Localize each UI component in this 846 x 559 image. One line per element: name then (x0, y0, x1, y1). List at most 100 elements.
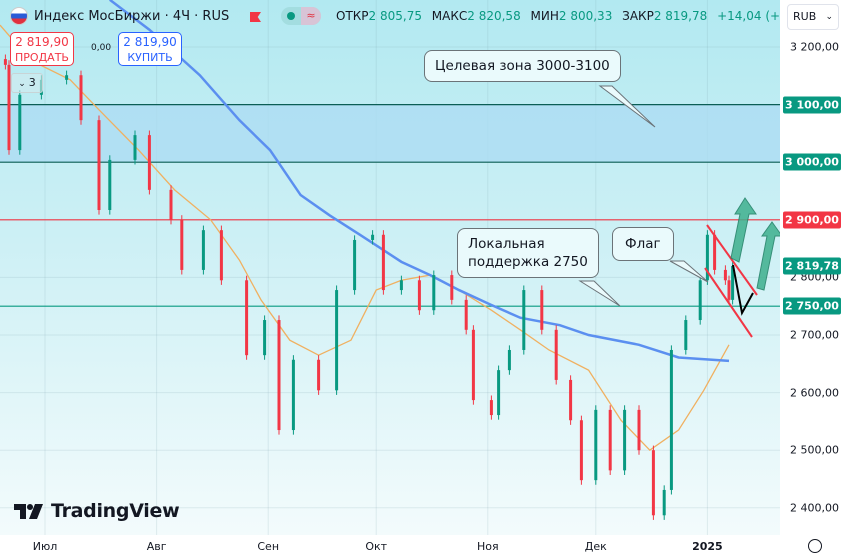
change-value: +14,04 (+0,50%) (717, 9, 780, 23)
candle-body (522, 290, 526, 350)
sell-button[interactable]: 2 819,90 ПРОДАТЬ (10, 32, 74, 66)
candle-body (263, 320, 267, 356)
candle-body (3, 59, 7, 65)
candle-body (727, 280, 731, 300)
chevron-down-icon: ⌄ (18, 79, 29, 89)
candle-body (353, 239, 357, 291)
price-tick-label: 3 200,00 (790, 40, 839, 54)
flag-channel-lower (704, 267, 753, 338)
candle-body (277, 320, 281, 431)
ohlc-values: ОТКР2 805,75 МАКС2 820,58 МИН2 800,33 ЗА… (336, 9, 780, 23)
callout-tail (669, 260, 709, 283)
low-label: МИН (530, 9, 559, 23)
tradingview-logo-icon (14, 503, 43, 519)
candle-body (97, 120, 101, 211)
flag-channel-upper (706, 224, 758, 296)
annotation-flag[interactable]: Флаг (612, 227, 674, 261)
candle-body (219, 230, 223, 281)
open-label: ОТКР (336, 9, 369, 23)
sell-label: ПРОДАТЬ (15, 51, 69, 64)
callout-tail (578, 280, 621, 307)
spread-value: 0,00 (91, 43, 112, 53)
market-status[interactable]: ≈ (281, 7, 321, 25)
candle-body (662, 489, 666, 516)
candle-body (669, 349, 673, 490)
projection-path (732, 264, 754, 316)
candle-body (497, 370, 501, 416)
sell-price: 2 819,90 (15, 35, 69, 49)
indicators-toggle[interactable]: ⌄ 3 (11, 73, 43, 93)
symbol-title[interactable]: Индекс МосБиржи · 4Ч · RUS (10, 7, 229, 25)
candle-body (540, 290, 544, 330)
buy-label: КУПИТЬ (127, 51, 173, 64)
candle-body (608, 409, 612, 471)
candle-body (180, 219, 184, 270)
currency-select[interactable]: RUB ⌄ (787, 4, 839, 30)
close-value: 2 819,78 (653, 9, 708, 23)
annotation-target-zone[interactable]: Целевая зона 3000-3100 (424, 50, 621, 82)
candle-body (133, 135, 137, 160)
candle-body (147, 135, 151, 190)
candle-body (651, 450, 655, 516)
open-value: 2 805,75 (368, 9, 422, 23)
time-tick-label: 2025 (692, 540, 723, 553)
target-zone-rect (0, 104, 780, 163)
candle-body (7, 64, 11, 151)
price-tick-label: 2 500,00 (790, 443, 839, 457)
price-level-tag: 3 000,00 (783, 153, 841, 171)
last-price-tag: 2 819,78 (783, 257, 841, 275)
price-tick-label: 2 600,00 (790, 386, 839, 400)
price-level-tag: 3 100,00 (783, 96, 841, 114)
tradingview-logo[interactable]: TradingView (14, 500, 180, 522)
high-value: 2 820,58 (467, 9, 521, 23)
buy-button[interactable]: 2 819,90 КУПИТЬ (118, 32, 182, 66)
high-label: МАКС (431, 9, 468, 23)
candle-body (731, 266, 735, 300)
candle-body (594, 409, 598, 481)
candle-body (569, 379, 573, 421)
time-tick-label: Авг (146, 540, 167, 553)
low-value: 2 800,33 (558, 9, 613, 23)
candle-body (399, 280, 403, 291)
time-tick-label: Ноя (476, 540, 499, 553)
up-arrow-icon (730, 197, 757, 263)
ma-slow-line (109, 0, 730, 363)
candle-body (705, 234, 709, 281)
candle-body (450, 275, 454, 300)
chart-settings-icon[interactable] (808, 539, 822, 553)
price-level-tag: 2 750,00 (783, 297, 841, 315)
candle-body (335, 290, 339, 391)
time-axis[interactable] (0, 535, 846, 559)
candle-body (723, 269, 727, 281)
candle-body (291, 359, 295, 431)
chart-plot-area[interactable]: Целевая зона 3000-3100 Локальная поддерж… (0, 0, 780, 535)
price-tick-label: 2 400,00 (790, 501, 839, 515)
up-arrow-icon (756, 221, 780, 291)
buy-price: 2 819,90 (123, 35, 177, 49)
candle-body (507, 349, 511, 371)
candle-body (579, 420, 583, 481)
candle-body (554, 329, 558, 380)
annotation-support-line1: Локальная (468, 236, 545, 252)
candle-body (489, 400, 493, 416)
candle-body (317, 359, 321, 391)
annotation-local-support[interactable]: Локальная поддержка 2750 (457, 228, 599, 278)
symbol-name: Индекс МосБиржи · 4Ч · RUS (34, 8, 230, 24)
candle-body (245, 280, 249, 356)
currency-value: RUB (793, 10, 817, 23)
candle-body (18, 94, 22, 151)
candle-body (108, 159, 112, 211)
time-tick-label: Окт (365, 540, 388, 553)
candle-body (637, 409, 641, 451)
flag-marker-icon[interactable] (250, 12, 261, 22)
time-tick-label: Сен (257, 540, 280, 553)
price-level-tag: 2 900,00 (783, 211, 841, 229)
chart-canvas[interactable] (0, 0, 780, 535)
candle-body (201, 230, 205, 270)
callout-tail (598, 85, 656, 128)
indicators-count: 3 (28, 76, 36, 89)
close-label: ЗАКР (622, 9, 654, 23)
candle-body (79, 75, 83, 121)
tradingview-logo-text: TradingView (51, 500, 180, 522)
candle-body (65, 75, 69, 80)
